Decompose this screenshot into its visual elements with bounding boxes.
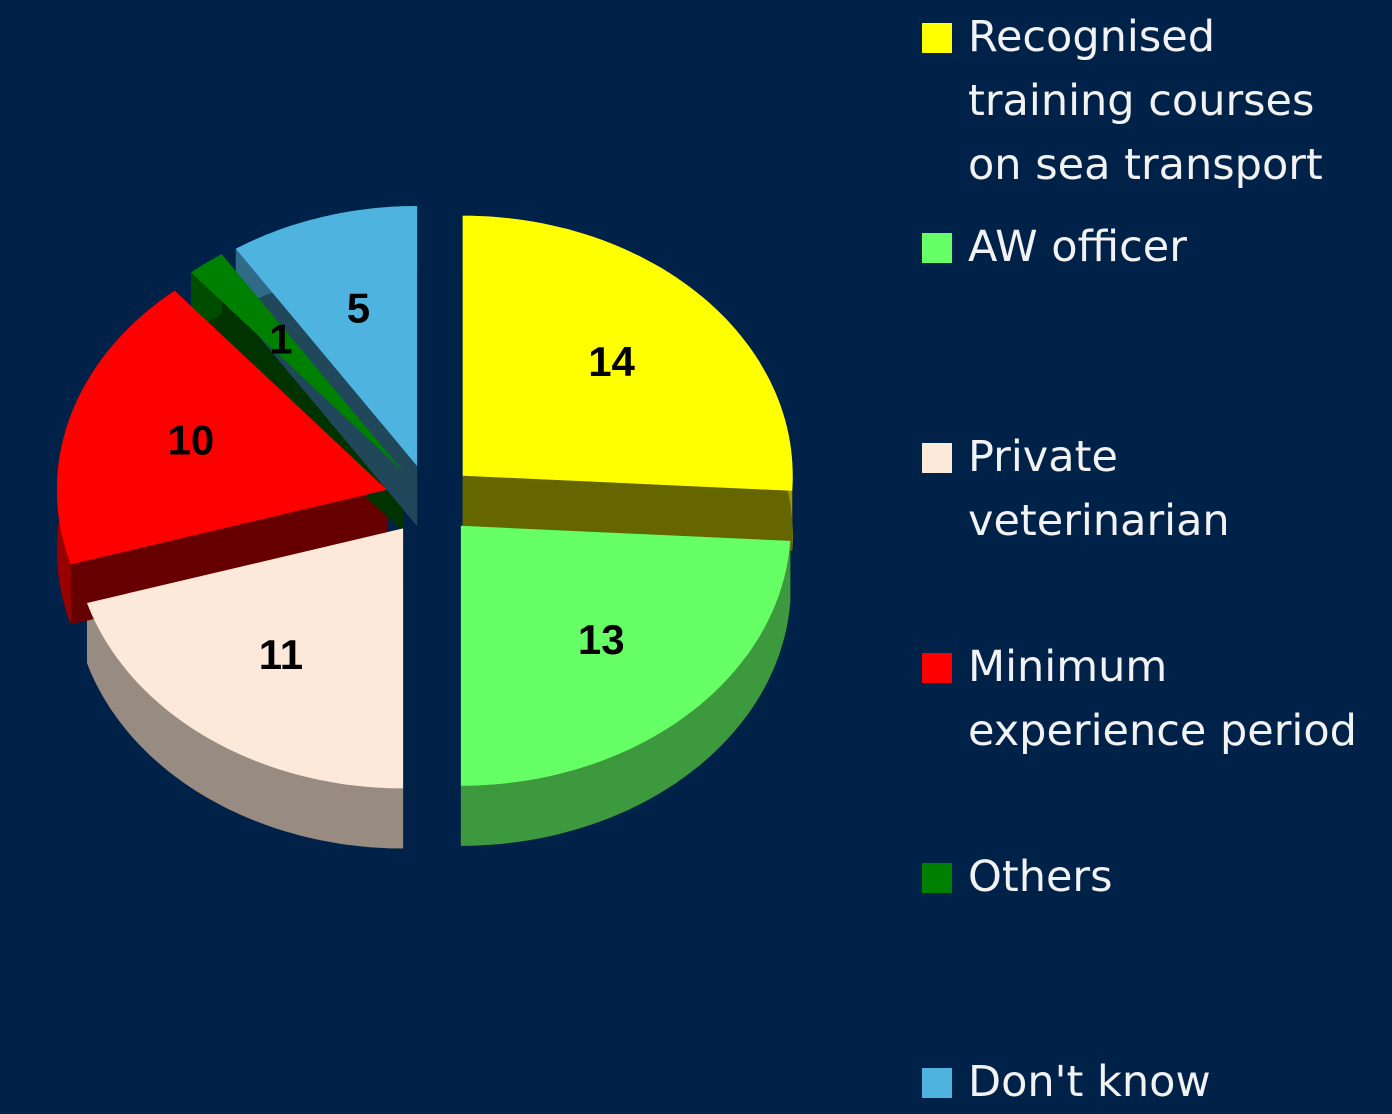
data-label: 13 (578, 616, 625, 663)
legend-swatch (922, 233, 952, 263)
legend-swatch (922, 653, 952, 683)
data-label: 14 (588, 338, 635, 385)
data-label: 5 (347, 285, 370, 332)
legend-label: Others (968, 852, 1113, 902)
pie-slice (235, 206, 418, 466)
slice-side (87, 603, 404, 849)
legend-label: Minimum experience period (968, 642, 1357, 756)
data-label: 11 (259, 631, 303, 678)
legend-item: Minimum experience period (920, 635, 1380, 763)
legend-label: Recognised training courses on sea trans… (968, 12, 1323, 190)
legend-swatch (922, 443, 952, 473)
legend-label: Private veterinarian (968, 432, 1230, 546)
pie-slice (56, 290, 387, 565)
pie-slice (460, 525, 791, 786)
legend-label: AW officer (968, 222, 1187, 272)
legend-item: Don't know (920, 1050, 1380, 1114)
legend-swatch (922, 23, 952, 53)
pie-slice (462, 215, 793, 491)
slice-side (460, 540, 791, 846)
legend-label: Don't know (968, 1057, 1211, 1107)
chart: 14 13 11 10 1 5 (56, 206, 793, 849)
legend-swatch (922, 863, 952, 893)
data-label: 1 (269, 315, 292, 362)
legend-swatch (922, 1068, 952, 1098)
legend-item: AW officer (920, 215, 1380, 279)
pie-slice (191, 254, 404, 472)
legend-item: Recognised training courses on sea trans… (920, 5, 1380, 197)
legend-item: Private veterinarian (920, 425, 1380, 553)
legend-item: Others (920, 845, 1380, 909)
pie-slice (87, 528, 404, 789)
data-label: 10 (168, 417, 215, 464)
